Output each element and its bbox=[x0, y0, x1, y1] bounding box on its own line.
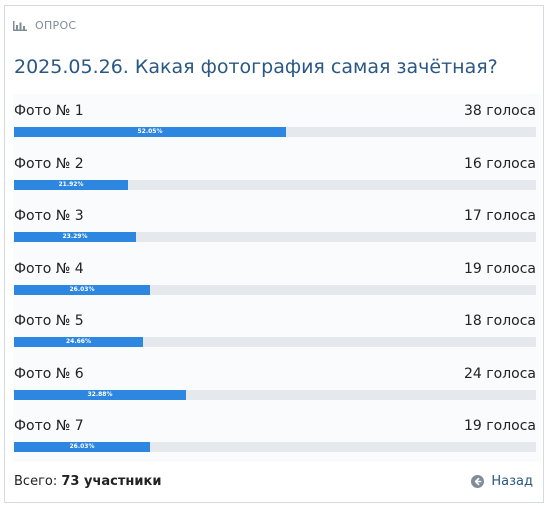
option-votes: 38 голоса bbox=[464, 103, 536, 119]
option-label: Фото № 1 bbox=[14, 103, 84, 119]
option-progress-track: 24.66% bbox=[14, 337, 536, 347]
option-progress-track: 26.03% bbox=[14, 442, 536, 452]
option-votes: 24 голоса bbox=[464, 365, 536, 382]
poll-option: Фото № 7 19 голоса 26.03% bbox=[14, 418, 536, 458]
option-percent: 23.29% bbox=[62, 233, 88, 240]
option-progress-fill: 23.29% bbox=[14, 232, 136, 242]
option-votes: 17 голоса bbox=[464, 208, 536, 224]
poll-card: ОПРОС 2025.05.26. Какая фотография самая… bbox=[4, 5, 544, 503]
poll-option: Фото № 3 17 голоса 23.29% bbox=[14, 208, 536, 248]
option-percent: 32.88% bbox=[87, 390, 113, 398]
option-progress-fill: 32.88% bbox=[14, 389, 186, 400]
option-percent: 52.05% bbox=[137, 128, 163, 135]
option-percent: 26.03% bbox=[69, 443, 95, 450]
option-label: Фото № 6 bbox=[14, 365, 84, 382]
option-label: Фото № 7 bbox=[14, 418, 84, 434]
poll-option: Фото № 6 24 голоса 32.88% bbox=[14, 366, 536, 406]
option-progress-fill: 52.05% bbox=[14, 127, 286, 137]
option-progress-fill: 26.03% bbox=[14, 284, 150, 295]
option-progress-track: 21.92% bbox=[14, 179, 536, 190]
poll-title: 2025.05.26. Какая фотография самая зачёт… bbox=[14, 56, 498, 78]
option-votes: 19 голоса bbox=[464, 260, 536, 277]
poll-header: ОПРОС bbox=[13, 19, 76, 32]
option-votes: 16 голоса bbox=[464, 155, 536, 172]
option-percent: 24.66% bbox=[66, 338, 91, 345]
total-prefix: Всего: bbox=[14, 474, 58, 489]
option-progress-track: 32.88% bbox=[14, 389, 536, 400]
poll-option: Фото № 2 16 голоса 21.92% bbox=[14, 156, 536, 196]
bar-chart-icon bbox=[13, 20, 27, 31]
back-link[interactable]: Назад bbox=[471, 474, 533, 489]
back-label: Назад bbox=[491, 474, 533, 489]
option-label: Фото № 5 bbox=[14, 313, 84, 329]
poll-option: Фото № 1 38 голоса 52.05% bbox=[14, 103, 536, 143]
poll-results: Фото № 1 38 голоса 52.05% Фото № 2 16 голоса… bbox=[13, 94, 541, 462]
option-progress-track: 52.05% bbox=[14, 127, 536, 137]
option-percent: 26.03% bbox=[69, 285, 95, 293]
poll-option: Фото № 5 18 голоса 24.66% bbox=[14, 313, 536, 353]
option-percent: 21.92% bbox=[58, 180, 84, 188]
option-progress-track: 26.03% bbox=[14, 284, 536, 295]
arrow-left-circle-icon bbox=[471, 475, 485, 488]
option-progress-track: 23.29% bbox=[14, 232, 536, 242]
option-progress-fill: 21.92% bbox=[14, 179, 128, 190]
option-votes: 19 голоса bbox=[464, 418, 536, 434]
option-label: Фото № 3 bbox=[14, 208, 84, 224]
poll-header-label: ОПРОС bbox=[35, 19, 77, 32]
option-label: Фото № 4 bbox=[14, 260, 84, 277]
poll-option: Фото № 4 19 голоса 26.03% bbox=[14, 261, 536, 301]
option-votes: 18 голоса bbox=[464, 313, 536, 329]
option-progress-fill: 24.66% bbox=[14, 337, 143, 347]
option-progress-fill: 26.03% bbox=[14, 442, 150, 452]
total-value: 73 участники bbox=[61, 474, 162, 489]
option-label: Фото № 2 bbox=[14, 155, 84, 172]
poll-total: Всего: 73 участники bbox=[14, 474, 161, 489]
